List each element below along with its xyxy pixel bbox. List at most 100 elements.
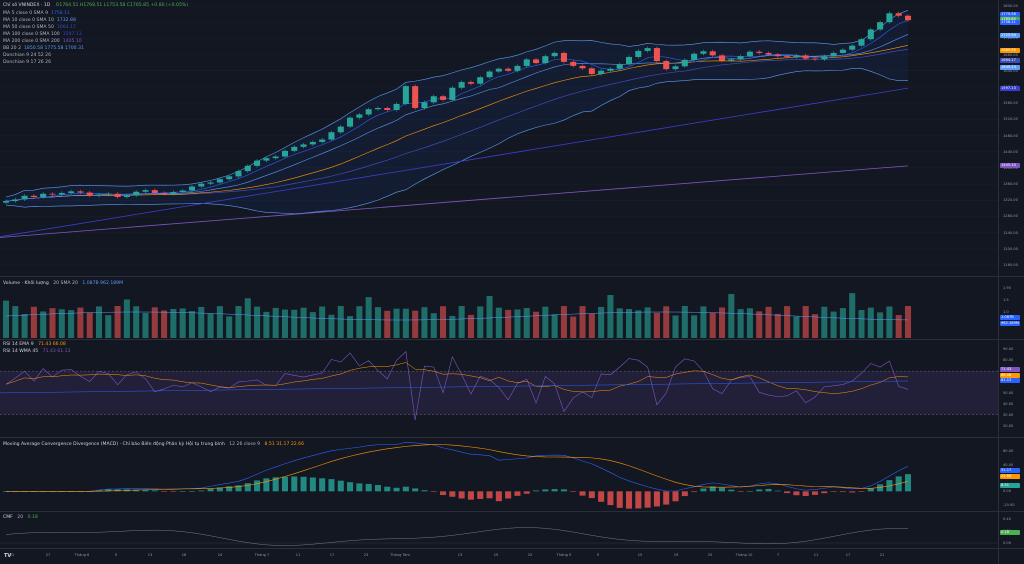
macd-badge: 8.51 (1000, 483, 1020, 489)
candle-body (523, 59, 530, 66)
time-axis-label: 17 (845, 553, 851, 557)
macd-histogram-bar (319, 478, 326, 492)
candle-body (598, 70, 605, 74)
candle-body (244, 165, 251, 172)
indicator-legend-item[interactable]: MA 5 close 0 SMA 9 1758.11 (3, 10, 70, 17)
macd-badge: 22.66 (1000, 473, 1020, 479)
indicator-legend-item[interactable]: MA 10 close 0 SMA 10 1732.88 (3, 17, 76, 24)
volume-bar (626, 309, 633, 338)
time-axis-label: Tháng 6 (74, 553, 90, 557)
volume-bar (728, 294, 735, 338)
macd-header[interactable]: Moving Average Convergence Divergence (M… (3, 441, 304, 448)
macd-histogram-bar (533, 490, 540, 492)
indicator-legend-item[interactable]: MA 200 close 0 SMA 200 1405.10 (3, 38, 82, 45)
indicator-legend-item[interactable]: Donchian 9 24 52 26 (3, 52, 54, 59)
macd-histogram-bar (263, 478, 270, 492)
candle-body (430, 96, 437, 103)
time-axis-label: 27 (45, 553, 51, 557)
macd-histogram-bar (849, 491, 856, 493)
cmf-header[interactable]: CMF 20 0.18 (3, 514, 38, 521)
volume-bar (867, 307, 874, 338)
time-axis-label: 11 (813, 553, 819, 557)
volume-badge: 962.189M (1000, 321, 1020, 326)
candle-body (551, 52, 558, 57)
time-axis-label: Tháng Tám (390, 553, 410, 557)
rsi-axis-label: 50.00 (1003, 390, 1014, 395)
macd-histogram-bar (514, 491, 521, 496)
macd-histogram-bar (821, 491, 828, 494)
indicator-name: BB 20 2 (3, 46, 21, 51)
indicator-legend-item[interactable]: BB 20 2 1850.58 1775.58 1700.31 (3, 45, 84, 52)
candle-body (718, 55, 726, 61)
symbol-title[interactable]: Chỉ số VNINDEX · 1D (3, 3, 51, 8)
volume-bar (598, 306, 605, 338)
symbol-header[interactable]: Chỉ số VNINDEX · 1D O1764.51 H1768.51 L1… (3, 2, 188, 9)
candle-body (188, 186, 196, 191)
candle-body (830, 52, 837, 57)
volume-bar (58, 309, 65, 338)
macd-histogram-bar (77, 491, 84, 492)
candle-body (811, 58, 819, 60)
indicator-legend-item[interactable]: MA 100 close 0 SMA 100 1597.13 (3, 31, 82, 38)
indicator-legend-item[interactable]: MA 50 close 0 SMA 50 1664.17 (3, 24, 76, 31)
volume-badge: 1.087B (1000, 315, 1020, 320)
macd-histogram-bar (356, 483, 363, 492)
volume-bar (142, 312, 149, 338)
candle-body (672, 66, 679, 70)
rsi-header-a[interactable]: RSI 14 EMA 9 71.43 66.08 (3, 341, 66, 348)
volume-bar (858, 310, 865, 338)
candle-body (904, 15, 912, 21)
candle-body (542, 56, 549, 64)
candle-body (347, 117, 354, 127)
volume-bar (793, 316, 800, 338)
volume-bar (309, 312, 316, 338)
volume-bar (328, 314, 335, 338)
candle-body (886, 13, 893, 23)
rsi-axis-label: 40.00 (1003, 401, 1014, 406)
volume-bar (653, 312, 660, 338)
candle-body (30, 195, 37, 198)
volume-axis-label: 1.0 (1003, 310, 1009, 314)
macd-histogram-bar (58, 491, 65, 492)
macd-histogram-bar (644, 491, 651, 508)
time-axis-label: 9 (114, 553, 118, 557)
candle-body (728, 59, 735, 61)
time-axis-label: 19 (673, 553, 679, 557)
volume-bar (849, 293, 856, 338)
macd-histogram-bar (170, 491, 177, 492)
macd-histogram-bar (12, 491, 19, 492)
macd-histogram-bar (328, 479, 335, 492)
candle-body (272, 156, 279, 159)
candle-body (709, 51, 716, 56)
macd-histogram-bar (244, 483, 251, 492)
time-axis-label: 19 (493, 553, 499, 557)
price-badge: 1689.95 (1000, 48, 1020, 54)
macd-histogram-bar (486, 491, 493, 499)
volume-bar (421, 307, 428, 338)
volume-header[interactable]: Volume · Khối lượng 20 SMA 20 1.087B 962… (3, 280, 123, 287)
price-badge: 1664.17 (1000, 58, 1020, 64)
candle-body (207, 182, 214, 184)
macd-histogram-bar (746, 491, 753, 492)
indicator-legend-item[interactable]: Donchian 9 17 26 26 (3, 59, 54, 66)
macd-histogram-bar (551, 489, 558, 492)
macd-histogram-bar (235, 485, 242, 492)
volume-bar (216, 306, 223, 338)
volume-bar (477, 306, 484, 338)
candle-body (514, 65, 521, 71)
macd-histogram-bar (663, 491, 670, 505)
volume-bar (691, 315, 698, 338)
pane-separator (0, 437, 1024, 438)
price-badge: 1779.58 (1000, 11, 1020, 17)
macd-histogram-bar (700, 488, 707, 492)
macd-histogram-bar (477, 491, 484, 499)
candle-body (635, 50, 642, 57)
macd-axis-label: 40.00 (1003, 462, 1014, 467)
price-axis-label: 1480.00 (1003, 133, 1018, 138)
volume-bar (384, 310, 391, 338)
rsi-header-b[interactable]: RSI 14 WMA 45 71.43 61.13 (3, 348, 70, 355)
price-axis-label: 1640.00 (1003, 68, 1018, 73)
time-axis-label: Tháng 7 (254, 553, 270, 557)
candle-body (114, 193, 121, 198)
